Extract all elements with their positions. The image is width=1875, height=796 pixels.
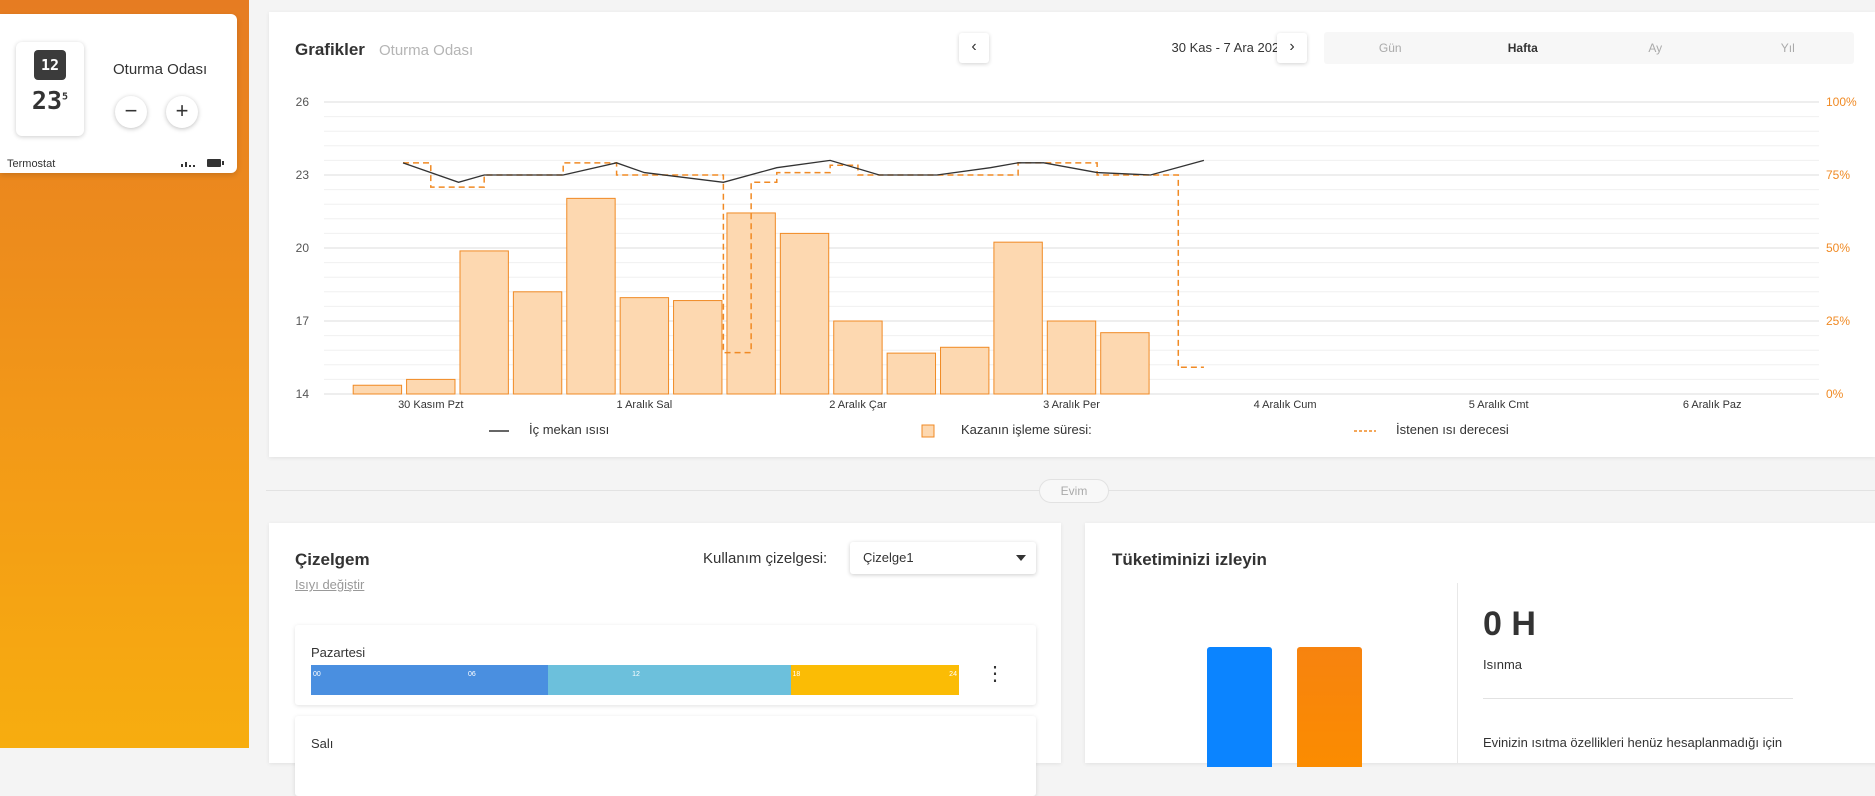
signal-icon: [181, 162, 195, 167]
charts-title: Grafikler: [295, 40, 365, 59]
tab-day[interactable]: Gün: [1378, 41, 1402, 55]
y-right-tick-label: 75%: [1826, 168, 1850, 182]
legend-indoor-label: İç mekan ısısı: [529, 422, 610, 437]
legend-boiler: Kazanın işleme süresi:: [921, 422, 1092, 438]
boiler-bar: [993, 241, 1043, 395]
thermostat-screen: 12: [34, 50, 66, 80]
increase-temperature-button[interactable]: +: [166, 96, 198, 128]
weekly-chart: 26 23 20 17 14 100% 75% 50% 25% 0% 30 Kasım Pzt 1 A…: [296, 95, 1857, 411]
x-tick-label: 30 Kasım Pzt: [398, 399, 463, 411]
x-tick-label: 1 Aralık Sal: [617, 399, 673, 411]
x-tick-label: 6 Aralık Paz: [1683, 399, 1742, 411]
battery-icon: [207, 159, 224, 167]
boiler-bar: [779, 232, 830, 395]
consumption-separator: [1457, 583, 1458, 763]
y-left-tick-label: 20: [296, 241, 310, 255]
boiler-bar: [619, 297, 670, 395]
timeline-segment[interactable]: 12: [548, 665, 791, 695]
x-tick-label: 5 Aralık Cmt: [1469, 399, 1529, 411]
day-name: Pazartesi: [311, 645, 366, 660]
boiler-bar: [406, 378, 456, 395]
day-name: Salı: [311, 736, 334, 751]
legend-dashed-swatch: [1354, 429, 1376, 432]
thermostat-temperature-decimal: 5: [62, 91, 69, 103]
timeline-tick: 24: [949, 671, 957, 678]
consumption-note: Evinizin ısıtma özellikleri henüz hesapl…: [1483, 735, 1783, 750]
charts-card: Grafikler Oturma Odası ‹ 30 Kas - 7 Ara …: [269, 12, 1875, 457]
boiler-bar: [1100, 332, 1150, 395]
x-tick-label: 3 Aralık Per: [1043, 399, 1100, 411]
schedule-select-value: Çizelge1: [863, 550, 914, 565]
consumption-bar-orange: [1297, 647, 1362, 767]
change-temperature-link[interactable]: Isıyı değiştir: [295, 577, 365, 592]
heating-hours: 0 H: [1483, 605, 1536, 643]
period-tabs: Gün Hafta Ay Yıl: [1324, 32, 1854, 64]
legend-indoor: İç mekan ısısı: [489, 422, 609, 437]
boiler-bar: [833, 320, 883, 395]
timeline-segment[interactable]: 18 24: [790, 665, 959, 695]
next-period-button[interactable]: ›: [1277, 33, 1307, 63]
date-range-label: 30 Kas - 7 Ara 2020: [1171, 40, 1287, 55]
boiler-bar: [886, 352, 937, 395]
legend-setpoint: İstenen ısı derecesi: [1354, 422, 1509, 437]
room-name: Oturma Odası: [113, 61, 208, 78]
thermostat-temperature: 235: [22, 86, 78, 115]
schedule-select[interactable]: Çizelge1: [850, 542, 1036, 574]
legend-line-swatch: [489, 429, 509, 432]
consumption-divider: [1483, 698, 1793, 699]
home-section-label: Evim: [1039, 479, 1109, 503]
y-right-tick-label: 50%: [1826, 241, 1850, 255]
timeline-tick: 18: [792, 671, 801, 678]
timeline-tick: 06: [468, 671, 476, 678]
y-left-tick-label: 17: [296, 314, 310, 328]
legend-setpoint-label: İstenen ısı derecesi: [1396, 422, 1509, 437]
tab-week[interactable]: Hafta: [1507, 41, 1538, 55]
more-options-icon[interactable]: ⋮: [985, 663, 1005, 685]
boiler-bar: [673, 300, 723, 395]
thermostat-card[interactable]: 12 235 Oturma Odası − + Termostat: [0, 14, 237, 173]
x-tick-label: 4 Aralık Cum: [1254, 399, 1317, 411]
boiler-bar: [459, 250, 509, 395]
tab-month[interactable]: Ay: [1648, 41, 1663, 55]
day-timeline[interactable]: 00 06 12 18 24: [311, 665, 959, 695]
day-card-tuesday[interactable]: Salı: [295, 716, 1036, 796]
boiler-bar: [352, 384, 403, 395]
usage-schedule-label: Kullanım çizelgesi:: [703, 550, 828, 567]
thermostat-temperature-value: 23: [31, 86, 63, 115]
timeline-segment[interactable]: 00 06: [311, 665, 549, 695]
indoor-temperature-line: [402, 159, 1205, 183]
day-card-monday[interactable]: Pazartesi 00 06 12 18 24 ⋮: [295, 625, 1036, 705]
schedule-title: Çizelgem: [295, 550, 370, 569]
legend-bar-swatch: [921, 424, 935, 438]
timeline-tick: 12: [632, 671, 640, 678]
heating-label: Isınma: [1483, 657, 1523, 672]
y-left-tick-label: 23: [296, 168, 310, 182]
boiler-bar: [940, 346, 990, 395]
y-right-tick-label: 0%: [1826, 387, 1844, 401]
consumption-bar-blue: [1207, 647, 1272, 767]
y-right-tick-label: 25%: [1826, 314, 1850, 328]
charts-room-subtitle: Oturma Odası: [379, 42, 474, 59]
y-right-tick-label: 100%: [1826, 95, 1857, 109]
decrease-temperature-button[interactable]: −: [115, 96, 147, 128]
y-left-tick-label: 14: [296, 387, 310, 401]
boiler-bar: [566, 197, 616, 395]
device-type-label: Termostat: [7, 158, 56, 170]
thermostat-device-image: 12 235: [16, 42, 84, 136]
boiler-bar: [512, 291, 563, 395]
tab-year[interactable]: Yıl: [1780, 41, 1795, 55]
x-tick-label: 2 Aralık Çar: [829, 399, 887, 411]
schedule-card: Çizelgem Isıyı değiştir Kullanım çizelge…: [269, 523, 1061, 796]
y-left-tick-label: 26: [296, 95, 310, 109]
chevron-down-icon: [1016, 555, 1026, 561]
consumption-title: Tüketiminizi izleyin: [1112, 550, 1267, 569]
legend-boiler-label: Kazanın işleme süresi:: [961, 422, 1092, 437]
consumption-card: Tüketiminizi izleyin 0 H Isınma Evinizin…: [1085, 523, 1875, 767]
timeline-tick: 00: [313, 671, 321, 678]
boiler-bar: [1046, 320, 1097, 395]
previous-period-button[interactable]: ‹: [959, 33, 989, 63]
